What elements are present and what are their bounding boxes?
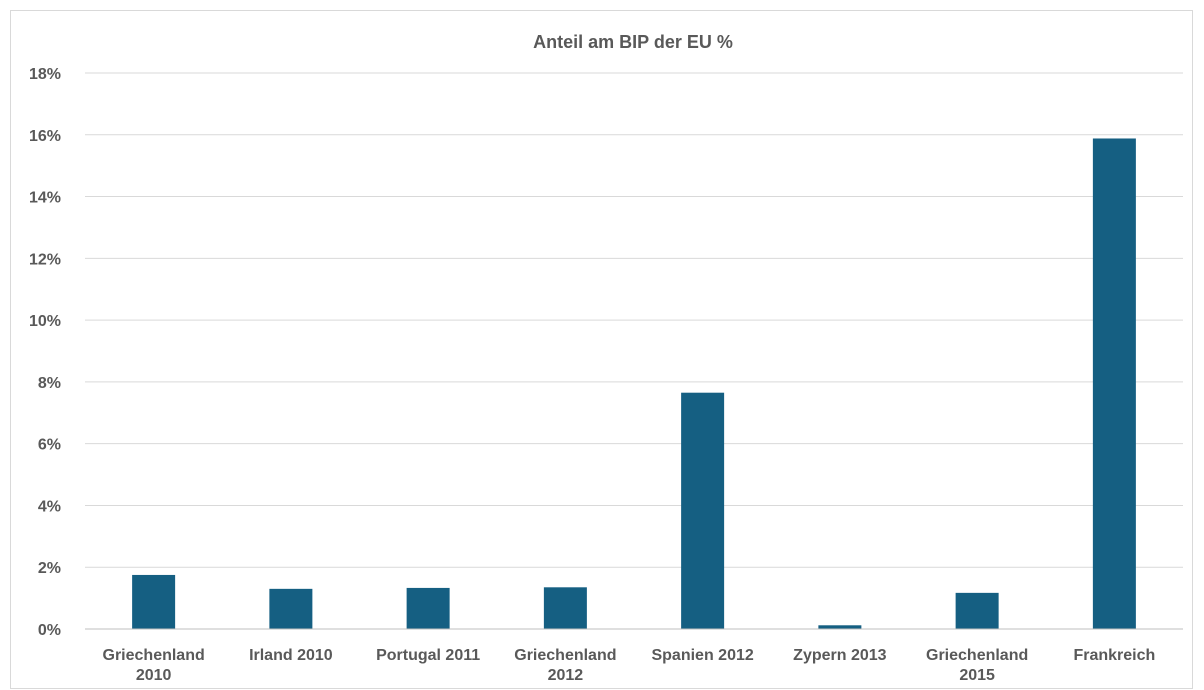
x-category-label: Irland 2010 <box>249 647 333 664</box>
y-tick-label: 4% <box>38 498 61 515</box>
chart-title: Anteil am BIP der EU % <box>533 32 733 52</box>
x-category-label: Spanien 2012 <box>651 647 753 664</box>
x-axis-category-labels: Griechenland 2010 Irland 2010 Portugal 2011… <box>103 647 1156 684</box>
bar <box>818 625 862 629</box>
y-tick-label: 0% <box>38 622 61 639</box>
y-tick-label: 16% <box>29 128 61 145</box>
bar <box>132 574 176 629</box>
y-tick-label: 8% <box>38 375 61 392</box>
x-category-label: Zypern 2013 <box>793 647 886 664</box>
bar <box>955 592 999 629</box>
y-axis-tick-labels: 0% 2% 4% 6% 8% 10% 12% 14% 16% 18% <box>29 66 61 639</box>
y-tick-label: 18% <box>29 66 61 83</box>
x-category-label: Griechenland 2010 <box>103 647 205 684</box>
bar <box>681 392 725 629</box>
bar <box>269 588 313 629</box>
y-tick-label: 14% <box>29 190 61 207</box>
x-category-label: Griechenland 2015 <box>926 647 1028 684</box>
y-tick-label: 2% <box>38 560 61 577</box>
x-category-label: Frankreich <box>1073 647 1155 664</box>
bar <box>543 587 587 629</box>
x-category-label: Griechenland 2012 <box>514 647 616 684</box>
y-tick-label: 12% <box>29 251 61 268</box>
bar <box>1092 138 1136 630</box>
y-tick-label: 10% <box>29 313 61 330</box>
chart-frame <box>10 10 1193 689</box>
gridlines <box>85 72 1183 568</box>
bars <box>132 138 1136 630</box>
y-tick-label: 6% <box>38 437 61 454</box>
bar <box>406 587 450 629</box>
x-category-label: Portugal 2011 <box>376 647 480 664</box>
